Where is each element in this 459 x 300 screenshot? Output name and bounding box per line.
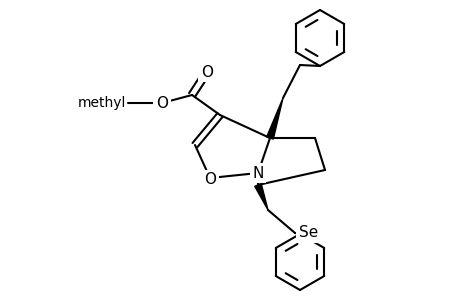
Text: methyl: methyl [78, 96, 126, 110]
Polygon shape [254, 184, 268, 210]
Text: Se: Se [298, 226, 318, 241]
Text: O: O [201, 64, 213, 80]
Text: O: O [156, 95, 168, 110]
Polygon shape [266, 98, 282, 139]
Text: O: O [203, 172, 216, 188]
Text: N: N [252, 166, 263, 181]
